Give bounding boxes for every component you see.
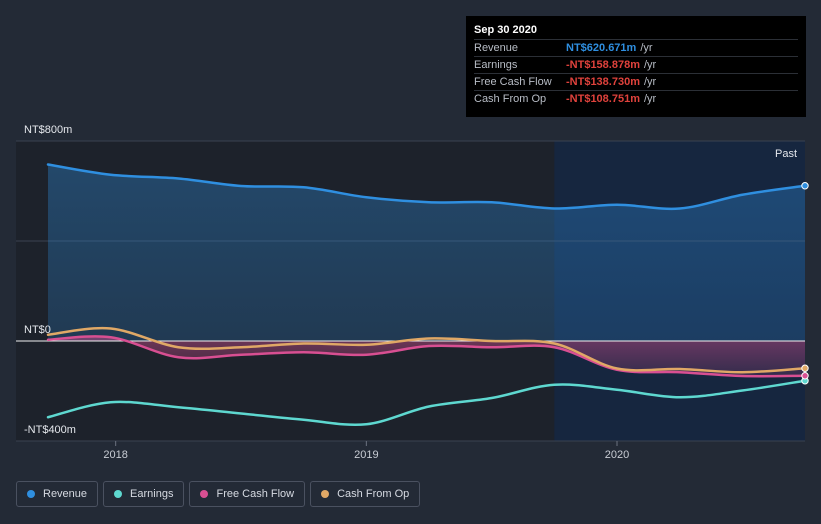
- x-tick-label: 2019: [354, 449, 378, 461]
- series-end-markers: [801, 182, 809, 385]
- tooltip-date: Sep 30 2020: [474, 24, 537, 36]
- free-cash-flow-end-marker: [801, 372, 809, 380]
- y-tick-label: NT$800m: [24, 124, 72, 136]
- tooltip-label: Cash From Op: [474, 93, 547, 105]
- tooltip-value: -NT$138.730m: [566, 76, 640, 88]
- y-tick-label: NT$0: [24, 324, 51, 336]
- legend-label: Free Cash Flow: [216, 488, 295, 500]
- x-tick-label: 2020: [605, 449, 629, 461]
- tooltip-row-revenue: Revenue NT$620.671m /yr: [474, 39, 798, 56]
- tooltip-unit: /yr: [644, 76, 657, 88]
- revenue-area: [48, 164, 805, 341]
- free-cash-flow-line: [46, 335, 807, 378]
- y-tick-label: -NT$400m: [24, 424, 76, 436]
- tooltip-unit: /yr: [644, 59, 657, 71]
- legend-dot-icon: [114, 490, 123, 498]
- legend-dot-icon: [200, 490, 209, 498]
- tooltip-label: Earnings: [474, 59, 518, 71]
- tooltip-value: -NT$158.878m: [566, 59, 640, 71]
- tooltip-row-earnings: Earnings -NT$158.878m /yr: [474, 56, 798, 73]
- tooltip-value: -NT$108.751m: [566, 93, 640, 105]
- cash-from-op-end-marker: [801, 364, 809, 372]
- tooltip-row-free-cash-flow: Free Cash Flow -NT$138.730m /yr: [474, 73, 798, 90]
- legend-item-free-cash-flow[interactable]: Free Cash Flow: [189, 481, 306, 507]
- legend-item-revenue[interactable]: Revenue: [16, 481, 99, 507]
- legend-dot-icon: [321, 490, 330, 498]
- series-lines: [46, 163, 807, 427]
- tooltip-unit: /yr: [644, 93, 657, 105]
- revenue-line: [46, 163, 807, 211]
- legend-item-earnings[interactable]: Earnings: [103, 481, 185, 507]
- legend-label: Revenue: [43, 488, 88, 500]
- tooltip-label: Revenue: [474, 42, 519, 54]
- legend-dot-icon: [27, 490, 35, 498]
- cash-from-op-line: [46, 326, 807, 374]
- legend-label: Cash From Op: [337, 488, 410, 500]
- revenue-end-marker: [801, 182, 809, 190]
- tooltip: Sep 30 2020 Revenue NT$620.671m /yr Earn…: [466, 16, 806, 117]
- legend: Revenue Earnings Free Cash Flow Cash Fro…: [16, 481, 421, 507]
- x-tick-label: 2018: [103, 449, 127, 461]
- tooltip-label: Free Cash Flow: [474, 76, 552, 88]
- past-label: Past: [775, 148, 797, 160]
- y-axis-labels: NT$800m NT$0 -NT$400m: [24, 124, 76, 436]
- tooltip-unit: /yr: [640, 42, 653, 54]
- legend-label: Earnings: [130, 488, 174, 500]
- tooltip-value: NT$620.671m: [566, 42, 637, 54]
- x-axis-labels: 2018 2019 2020: [103, 441, 629, 461]
- earnings-line: [46, 379, 807, 427]
- legend-item-cash-from-op[interactable]: Cash From Op: [310, 481, 421, 507]
- tooltip-row-cash-from-op: Cash From Op -NT$108.751m /yr: [474, 90, 798, 107]
